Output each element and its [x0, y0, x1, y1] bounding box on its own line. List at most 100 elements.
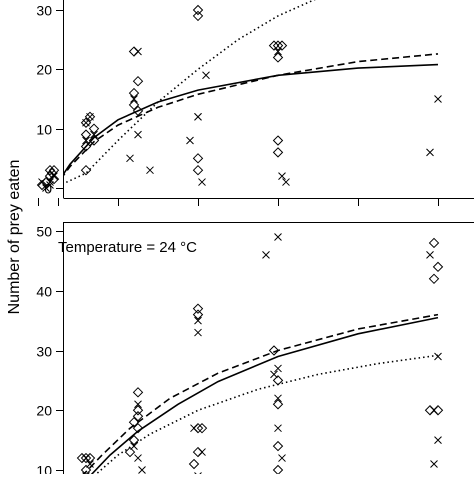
data-point-cross [262, 251, 270, 259]
data-point-diamond [88, 135, 100, 146]
data-point-diamond [428, 273, 440, 285]
data-point-diamond [48, 173, 60, 185]
data-point-diamond [80, 129, 92, 140]
data-point-diamond [272, 135, 284, 146]
data-point-cross [434, 95, 442, 103]
data-point-diamond [188, 458, 200, 470]
data-point-diamond [84, 111, 96, 123]
data-point-cross [146, 166, 154, 175]
y-tick-label: 20 [36, 62, 52, 78]
y-tick-label: 30 [36, 3, 52, 19]
data-point-diamond [192, 153, 204, 164]
data-point-cross [198, 178, 206, 186]
data-point-cross [274, 47, 282, 56]
data-point-diamond [132, 387, 144, 398]
data-point-cross [42, 184, 50, 192]
data-point-diamond [276, 40, 288, 51]
data-point-cross [90, 130, 98, 139]
data-point-cross [274, 394, 282, 403]
data-point-cross [274, 364, 282, 373]
data-point-cross [126, 154, 134, 163]
data-point-diamond [272, 464, 284, 476]
data-point-diamond [88, 123, 100, 134]
data-point-cross [194, 316, 202, 325]
data-point-cross [82, 118, 90, 127]
data-point-diamond [272, 52, 284, 63]
data-point-cross [278, 172, 286, 180]
data-point-cross [202, 71, 210, 80]
data-point-cross [274, 424, 282, 433]
data-point-cross [194, 112, 202, 121]
data-point-cross [190, 424, 198, 433]
data-point-cross [134, 47, 142, 56]
data-point-diamond [428, 237, 440, 249]
data-point-cross [86, 460, 94, 468]
y-tick-label: 10 [36, 463, 52, 475]
data-point-diamond [128, 87, 140, 99]
data-point-cross [134, 454, 142, 462]
data-point-diamond [128, 46, 140, 57]
data-point-cross [194, 328, 202, 337]
data-point-cross [86, 112, 94, 121]
data-point-diamond [272, 375, 284, 386]
fit-curve-dashed [64, 53, 439, 176]
data-point-diamond [128, 416, 140, 428]
data-point-diamond [36, 179, 48, 191]
data-point-diamond [132, 105, 144, 117]
data-point-diamond [272, 40, 284, 51]
y-tick-label: 20 [36, 403, 52, 419]
data-point-diamond [192, 10, 204, 22]
data-point-diamond [272, 440, 284, 452]
data-point-diamond [192, 164, 204, 176]
data-point-cross [186, 136, 194, 145]
data-point-diamond [192, 309, 204, 320]
y-tick-label: 30 [36, 344, 52, 360]
data-point-cross [82, 136, 90, 145]
data-point-diamond [132, 422, 144, 434]
data-point-cross [130, 442, 138, 450]
data-point-diamond [132, 75, 144, 87]
data-point-cross [130, 95, 138, 103]
fit-curve-dashed [82, 313, 439, 474]
data-point-cross [434, 436, 442, 444]
data-point-diamond [44, 164, 56, 176]
data-point-diamond [268, 345, 280, 356]
data-point-diamond [272, 147, 284, 158]
fit-curve-solid [64, 63, 439, 175]
data-point-diamond [432, 261, 444, 273]
data-point-cross [274, 233, 282, 241]
data-point-cross [46, 181, 54, 189]
y-tick-label: 0 [44, 181, 52, 197]
fit-curve-dotted [64, 0, 316, 185]
data-point-diamond [80, 141, 92, 152]
y-tick-label: 40 [36, 284, 52, 300]
fit-curve-dotted [95, 354, 439, 474]
data-point-diamond [128, 99, 140, 111]
data-point-diamond [80, 117, 92, 128]
data-point-cross [138, 466, 146, 474]
data-point-diamond [192, 303, 204, 314]
data-point-cross [426, 251, 434, 259]
data-point-cross [198, 448, 206, 456]
data-point-diamond [192, 446, 204, 458]
y-tick-label: 10 [36, 122, 52, 138]
data-point-diamond [80, 164, 92, 176]
data-point-diamond [132, 405, 144, 416]
data-point-diamond [80, 452, 92, 464]
data-point-cross [50, 172, 58, 180]
data-point-diamond [124, 446, 136, 458]
data-point-diamond [268, 40, 280, 51]
data-point-cross [134, 400, 142, 409]
data-point-diamond [192, 4, 204, 16]
data-point-diamond [272, 399, 284, 410]
data-point-cross [278, 454, 286, 462]
data-point-cross [430, 406, 438, 415]
fit-curve-solid [90, 316, 439, 474]
y-axis-label: Number of prey eaten [6, 160, 23, 315]
data-point-cross [282, 178, 290, 186]
data-point-cross [434, 352, 442, 361]
data-point-cross [82, 454, 90, 462]
data-point-diamond [196, 422, 208, 434]
